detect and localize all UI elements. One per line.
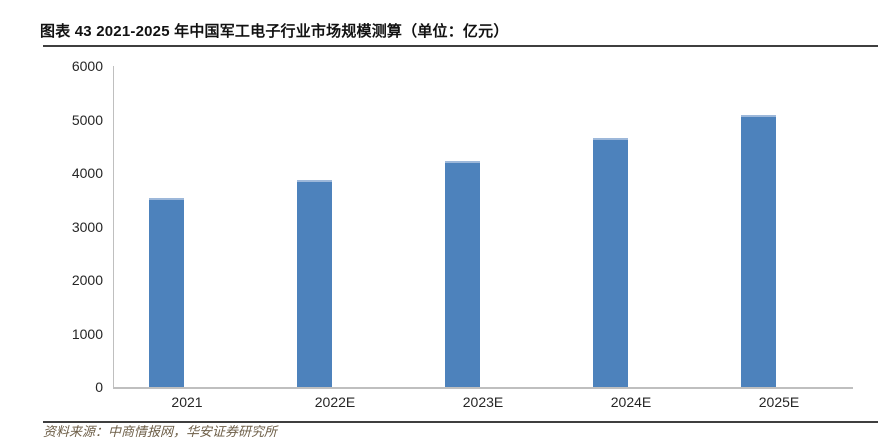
bar-2023E [444,160,480,387]
x-axis-tick-label: 2024E [610,394,652,410]
bar-2025E [740,115,776,387]
title-divider [43,45,878,47]
y-axis-tick-label: 6000 [71,58,103,74]
x-axis-tick-label: 2021 [171,394,203,410]
y-axis-tick-label: 3000 [71,218,103,235]
source-note: 资料来源：中商情报网，华安证券研究所 [43,424,278,439]
x-axis-tick-label: 2022E [314,394,356,410]
x-axis-line [113,387,853,389]
y-axis-tick-label: 0 [95,379,103,395]
footer-divider [43,421,878,423]
y-axis-tick-label: 1000 [71,325,103,342]
y-axis-tick-label: 5000 [71,111,103,128]
y-axis-line [113,66,114,388]
bar-2021 [148,197,184,387]
bar-2024E [592,138,628,387]
bar-2022E [296,179,332,387]
y-axis-tick-label: 4000 [71,165,103,181]
figure-title: 图表 43 2021-2025 年中国军工电子行业市场规模测算（单位：亿元） [40,23,509,40]
x-axis-tick-label: 2025E [758,394,800,410]
x-axis-tick-label: 2023E [462,394,504,410]
y-axis-tick-label: 2000 [71,272,103,288]
